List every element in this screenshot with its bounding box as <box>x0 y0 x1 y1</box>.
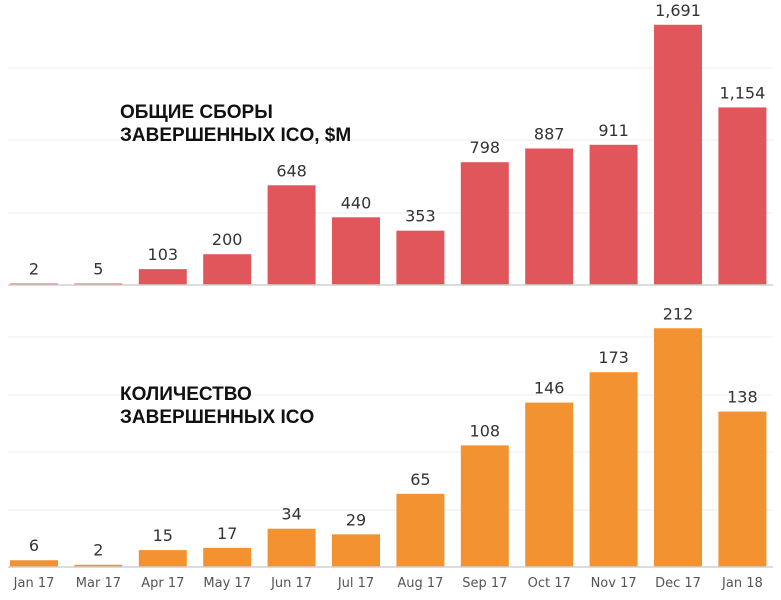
value-label-3: 200 <box>212 230 243 249</box>
funds-value-labels: 2 5 103 200 648 440 353 798 887 911 1,691 1,154 <box>29 1 765 279</box>
x-tick-11: Jan 18 <box>721 576 763 591</box>
count-bars <box>10 328 767 567</box>
bar-11 <box>718 107 767 285</box>
x-tick-3: May 17 <box>203 576 251 591</box>
funds-title-line-2: ЗАВЕРШЕННЫХ ICO, $M <box>120 125 351 146</box>
bar-4 <box>267 528 316 567</box>
bar-8 <box>525 402 574 567</box>
value-label-11: 138 <box>727 388 758 407</box>
value-label-4: 34 <box>281 505 301 524</box>
x-tick-4: Jun 17 <box>270 576 312 591</box>
x-tick-5: Jul 17 <box>337 576 374 591</box>
value-label-7: 108 <box>470 421 501 440</box>
value-label-4: 648 <box>276 161 307 180</box>
value-label-10: 212 <box>663 304 694 323</box>
bar-9 <box>589 372 638 567</box>
funds-raised-panel: 2 5 103 200 648 440 353 798 887 911 1,691 1,154 ОБЩ… <box>8 1 773 286</box>
bar-8 <box>525 148 574 285</box>
bar-3 <box>203 254 252 285</box>
bar-5 <box>332 217 380 285</box>
value-label-8: 887 <box>534 125 565 144</box>
count-title-line-2: ЗАВЕРШЕННЫХ ICO <box>120 407 314 428</box>
x-tick-1: Mar 17 <box>76 576 121 591</box>
value-label-5: 29 <box>346 510 366 529</box>
value-label-2: 15 <box>153 526 173 545</box>
bar-2 <box>138 269 187 285</box>
value-label-9: 911 <box>598 121 629 140</box>
bar-1 <box>74 564 123 567</box>
value-label-10: 1,691 <box>655 1 701 20</box>
funds-gridlines <box>8 67 773 214</box>
bar-10 <box>654 24 702 285</box>
funds-title-line-1: ОБЩИЕ СБОРЫ <box>120 102 273 123</box>
value-label-0: 6 <box>29 536 39 555</box>
value-label-11: 1,154 <box>719 83 765 102</box>
value-label-2: 103 <box>148 245 179 264</box>
bar-6 <box>396 230 445 285</box>
bar-7 <box>460 445 509 567</box>
value-label-3: 17 <box>217 524 237 543</box>
x-tick-2: Apr 17 <box>141 576 184 591</box>
bar-4 <box>267 185 316 285</box>
bar-0 <box>10 560 58 567</box>
bar-5 <box>332 534 380 567</box>
x-tick-0: Jan 17 <box>13 576 55 591</box>
count-value-labels: 6 2 15 17 34 29 65 108 146 173 212 138 <box>29 304 758 559</box>
value-label-6: 353 <box>405 207 436 226</box>
value-label-0: 2 <box>29 260 39 279</box>
bar-2 <box>138 550 187 567</box>
value-label-9: 173 <box>598 348 629 367</box>
x-tick-7: Sep 17 <box>462 576 507 591</box>
x-axis-ticks: Jan 17 Mar 17 Apr 17 May 17 Jun 17 Jul 17 Aug … <box>13 576 763 591</box>
count-gridlines <box>8 336 773 511</box>
value-label-1: 2 <box>93 541 103 560</box>
x-tick-9: Nov 17 <box>591 576 637 591</box>
value-label-6: 65 <box>410 470 430 489</box>
bar-11 <box>718 411 767 567</box>
value-label-1: 5 <box>93 260 103 279</box>
x-tick-10: Dec 17 <box>655 576 701 591</box>
bar-6 <box>396 493 445 567</box>
bar-10 <box>654 328 702 567</box>
bar-7 <box>460 162 509 285</box>
funds-bars <box>10 24 767 285</box>
bar-9 <box>589 144 638 285</box>
x-tick-6: Aug 17 <box>397 576 443 591</box>
value-label-5: 440 <box>341 193 372 212</box>
bar-3 <box>203 547 252 567</box>
ico-count-panel: 6 2 15 17 34 29 65 108 146 173 212 138 КОЛИЧЕСТВО З… <box>8 304 773 568</box>
value-label-7: 798 <box>470 138 501 157</box>
x-tick-8: Oct 17 <box>528 576 571 591</box>
value-label-8: 146 <box>534 379 565 398</box>
count-title-line-1: КОЛИЧЕСТВО <box>120 384 252 405</box>
